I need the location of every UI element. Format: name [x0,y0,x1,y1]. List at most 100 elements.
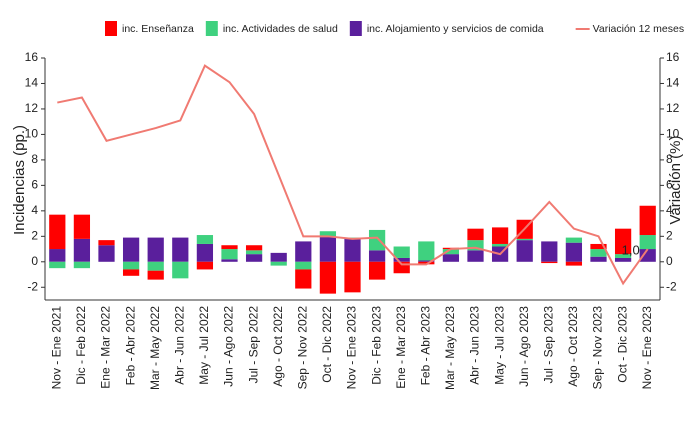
y-tick-label: 4 [31,203,38,217]
y-tick-label: 14 [25,76,39,90]
bar [639,249,656,262]
y2-tick-label: 4 [666,203,673,217]
bar [344,261,361,293]
bar [516,238,533,241]
bar [172,261,189,279]
bar [565,261,583,266]
bar [196,235,214,244]
x-tick-label: May - Jul 2023 [492,306,506,385]
bar [442,254,460,262]
y-tick-label: -2 [27,279,38,293]
bar [245,245,263,251]
bar [319,261,337,294]
y2-tick-label: 10 [666,127,680,141]
bar [319,236,337,262]
bar [147,270,164,280]
y2-tick-label: 12 [666,101,680,115]
bar [221,259,238,262]
x-tick-label: Ago - Oct 2022 [271,306,285,387]
bar [196,243,214,262]
bar [49,261,66,269]
legend-label: inc. Alojamiento y servicios de comida [367,23,544,35]
y-tick-label: 10 [25,127,39,141]
bar [614,257,632,262]
bar [245,250,263,255]
bar [49,214,66,250]
bar [590,249,607,257]
bar [639,235,656,250]
bar [393,261,410,274]
y2-tick-label: 16 [666,50,680,64]
bar [196,261,214,270]
bar [221,245,238,250]
x-tick-label: Mar - May 2023 [443,306,457,390]
y2-tick-label: 2 [666,228,673,242]
bar [393,246,410,258]
y-tick-label: 0 [31,254,38,268]
y-tick-label: 6 [31,178,38,192]
y2-tick-label: 8 [666,152,673,166]
bar [147,261,164,271]
bar [442,249,460,255]
bar [368,261,386,280]
bar [344,238,361,262]
bar [295,241,312,262]
bar [122,237,140,262]
bar [614,254,632,258]
x-tick-label: Dic - Feb 2022 [74,306,88,385]
bar [221,249,238,260]
bar [73,214,91,239]
bar [491,227,509,244]
x-tick-label: Jun - Ago 2023 [517,306,531,387]
y2-tick-label: 6 [666,178,673,192]
y-tick-label: 12 [25,101,39,115]
bar [147,237,164,262]
legend-swatch [105,21,117,36]
y-tick-label: 8 [31,152,38,166]
x-tick-label: Jul - Sep 2022 [246,306,260,384]
y2-tick-label: 14 [666,76,680,90]
y2-tick-label: 0 [666,254,673,268]
bar [541,261,558,264]
bar [467,240,484,251]
bar [49,249,66,262]
x-tick-label: Jul - Sep 2023 [541,306,555,384]
bar [418,241,435,261]
bar [614,228,632,255]
bar [541,241,558,262]
y2-axis-label: Variación (%) [667,136,684,225]
legend-label: inc. Enseñanza [122,23,194,35]
y-tick-label: 16 [25,50,39,64]
bar [73,261,91,269]
x-tick-label: Feb - Abr 2023 [418,306,432,386]
x-tick-label: Ene - Mar 2022 [99,306,113,389]
x-tick-label: Abr - Jun 2023 [468,306,482,385]
bar [295,269,312,289]
legend-label: inc. Actividades de salud [223,23,338,35]
x-tick-label: Ene - Mar 2023 [394,306,408,389]
bar [418,261,435,265]
bar [270,252,287,262]
bar [319,231,337,237]
x-tick-label: Feb - Abr 2022 [123,306,137,386]
bar [467,250,484,262]
bar [565,237,583,243]
bar [172,237,189,262]
x-tick-label: Nov - Ene 2023 [345,306,359,390]
bar [639,205,656,236]
x-tick-label: Oct - Dic 2022 [320,306,334,383]
x-tick-label: Abr - Jun 2022 [172,306,186,385]
x-tick-label: Oct - Dic 2023 [615,306,629,383]
bar [590,256,607,262]
bar [368,250,386,262]
bar [516,240,533,262]
bar [122,269,140,276]
x-tick-label: May - Jul 2022 [197,306,211,385]
annotation: 1,0 [622,242,640,257]
bar [245,254,263,262]
legend-swatch [205,21,218,36]
y-tick-label: 2 [31,228,38,242]
bar [270,261,287,266]
x-tick-label: Nov - Ene 2023 [640,306,654,390]
